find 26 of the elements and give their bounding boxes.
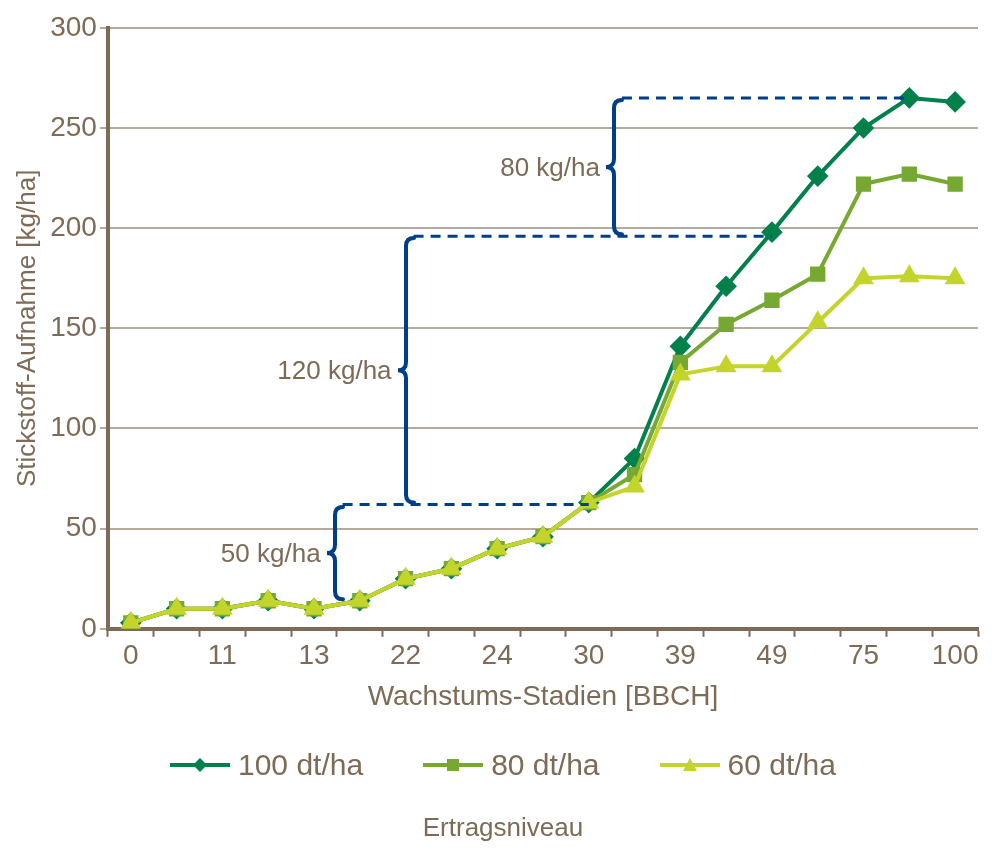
x-tick-label: 11 (207, 639, 237, 671)
annotation: 50 kg/ha (220, 536, 321, 569)
x-tick-label: 49 (756, 639, 788, 671)
legend-title: Ertragsniveau (421, 812, 585, 843)
legend-label: 100 dt/ha (238, 748, 364, 782)
y-tick-label: 250 (50, 110, 97, 142)
y-tick-label: 300 (50, 10, 97, 42)
x-tick-label: 100 (931, 639, 979, 671)
x-tick-label: 75 (847, 639, 880, 671)
y-tick-label: 150 (50, 311, 97, 343)
x-tick-label: 24 (481, 639, 513, 671)
y-axis-title: Stickstoff-Aufnahme [kg/ha] (10, 169, 41, 488)
annotation: 80 kg/ha (500, 151, 600, 184)
x-tick-label: 39 (664, 639, 696, 671)
legend-label: 80 dt/ha (491, 748, 600, 782)
annotation: 120 kg/ha (277, 354, 392, 387)
x-tick-label: 30 (573, 639, 605, 671)
legend-label: 60 dt/ha (727, 748, 836, 782)
x-tick-label: 0 (123, 639, 139, 671)
x-tick-label: 22 (390, 639, 422, 671)
y-tick-label: 50 (65, 511, 97, 543)
y-tick-label: 0 (81, 611, 97, 643)
x-tick-label: 13 (298, 639, 330, 671)
y-tick-label: 200 (50, 210, 97, 242)
x-axis-title: Wachstums-Stadien [BBCH] (367, 679, 719, 711)
y-tick-label: 100 (50, 411, 97, 443)
